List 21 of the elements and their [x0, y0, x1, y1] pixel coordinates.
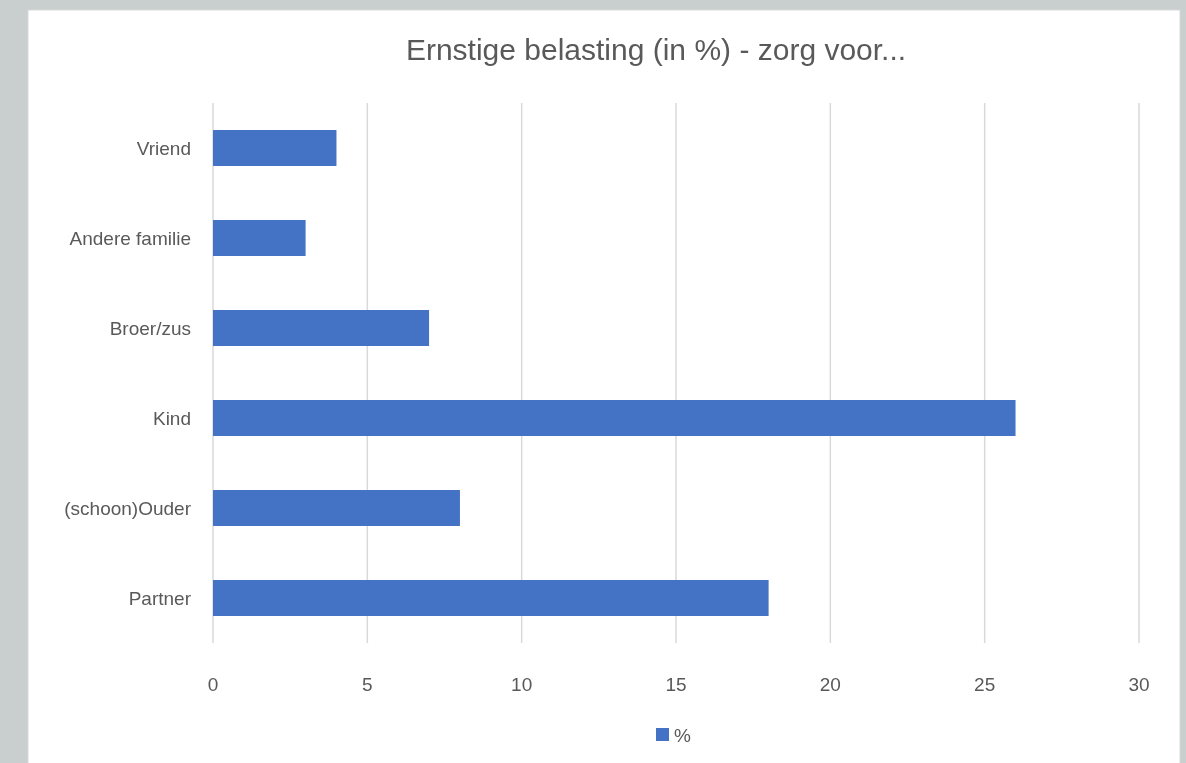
legend-label: %: [674, 724, 691, 746]
y-tick-label: Kind: [152, 407, 191, 429]
x-tick-label: 5: [362, 674, 373, 695]
bar: [213, 220, 306, 256]
bar: [213, 490, 460, 526]
x-tick-label: 20: [819, 674, 841, 695]
x-tick-label: 10: [511, 674, 533, 695]
bar: [213, 580, 769, 616]
y-tick-label: Vriend: [136, 137, 191, 159]
x-tick-label: 15: [665, 674, 687, 695]
bar: [213, 310, 430, 346]
y-tick-label: (schoon)Ouder: [64, 497, 192, 519]
bar: [213, 130, 337, 166]
y-tick-label: Broer/zus: [109, 317, 191, 339]
x-tick-label: 25: [974, 674, 996, 695]
x-tick-label: 30: [1128, 674, 1150, 695]
y-tick-label: Andere familie: [69, 227, 191, 249]
bar: [213, 400, 1016, 436]
x-tick-label: 0: [207, 674, 219, 695]
y-tick-label: Partner: [128, 587, 192, 609]
chart-title: Ernstige belasting (in %) - zorg voor...: [405, 33, 907, 66]
